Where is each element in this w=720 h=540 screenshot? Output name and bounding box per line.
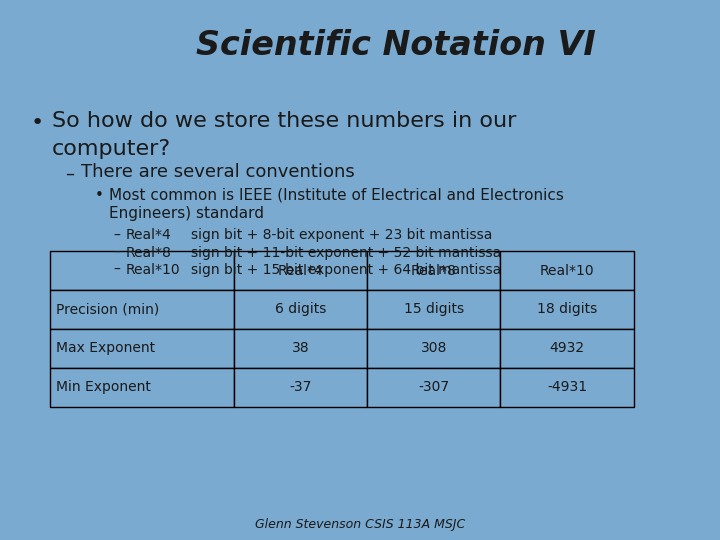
FancyBboxPatch shape [50, 251, 234, 290]
Text: Real*4: Real*4 [126, 228, 172, 242]
FancyBboxPatch shape [367, 290, 500, 329]
FancyBboxPatch shape [367, 368, 500, 407]
Text: Glenn Stevenson CSIS 113A MSJC: Glenn Stevenson CSIS 113A MSJC [255, 518, 465, 531]
Text: –: – [114, 263, 121, 277]
Text: Real*10: Real*10 [540, 264, 594, 278]
FancyBboxPatch shape [500, 290, 634, 329]
FancyBboxPatch shape [367, 251, 500, 290]
Text: So how do we store these numbers in our: So how do we store these numbers in our [52, 111, 516, 131]
Text: Precision (min): Precision (min) [56, 302, 159, 316]
Text: 308: 308 [420, 341, 447, 355]
Text: 6 digits: 6 digits [275, 302, 326, 316]
Text: There are several conventions: There are several conventions [81, 163, 354, 181]
FancyBboxPatch shape [500, 329, 634, 368]
Text: 38: 38 [292, 341, 310, 355]
FancyBboxPatch shape [234, 329, 367, 368]
FancyBboxPatch shape [50, 290, 234, 329]
Text: 18 digits: 18 digits [537, 302, 597, 316]
Text: Real*10: Real*10 [126, 263, 181, 277]
FancyBboxPatch shape [234, 368, 367, 407]
Text: -307: -307 [418, 380, 449, 394]
FancyBboxPatch shape [500, 251, 634, 290]
FancyBboxPatch shape [500, 368, 634, 407]
Text: •: • [95, 188, 104, 204]
Text: Max Exponent: Max Exponent [56, 341, 156, 355]
Text: sign bit + 11-bit exponent + 52 bit mantissa: sign bit + 11-bit exponent + 52 bit mant… [191, 246, 501, 260]
Text: –: – [65, 165, 73, 183]
FancyBboxPatch shape [234, 251, 367, 290]
Text: 15 digits: 15 digits [404, 302, 464, 316]
Text: Real*8: Real*8 [411, 264, 456, 278]
Text: Most common is IEEE (Institute of Electrical and Electronics: Most common is IEEE (Institute of Electr… [109, 187, 564, 202]
FancyBboxPatch shape [234, 290, 367, 329]
FancyBboxPatch shape [367, 329, 500, 368]
Text: 4932: 4932 [549, 341, 585, 355]
Text: -4931: -4931 [547, 380, 587, 394]
Text: Min Exponent: Min Exponent [56, 380, 151, 394]
Text: computer?: computer? [52, 139, 171, 159]
FancyBboxPatch shape [50, 329, 234, 368]
FancyBboxPatch shape [50, 368, 234, 407]
Text: -37: -37 [289, 380, 312, 394]
Text: Engineers) standard: Engineers) standard [109, 206, 264, 221]
Text: •: • [30, 113, 43, 133]
Text: sign bit + 15-bit exponent + 64 bit mantissa: sign bit + 15-bit exponent + 64 bit mant… [191, 263, 501, 277]
Text: Scientific Notation VI: Scientific Notation VI [196, 29, 596, 63]
Text: sign bit + 8-bit exponent + 23 bit mantissa: sign bit + 8-bit exponent + 23 bit manti… [191, 228, 492, 242]
Text: Real*4: Real*4 [278, 264, 323, 278]
Text: –: – [114, 228, 121, 242]
Text: Real*8: Real*8 [126, 246, 172, 260]
Text: –: – [114, 246, 121, 260]
